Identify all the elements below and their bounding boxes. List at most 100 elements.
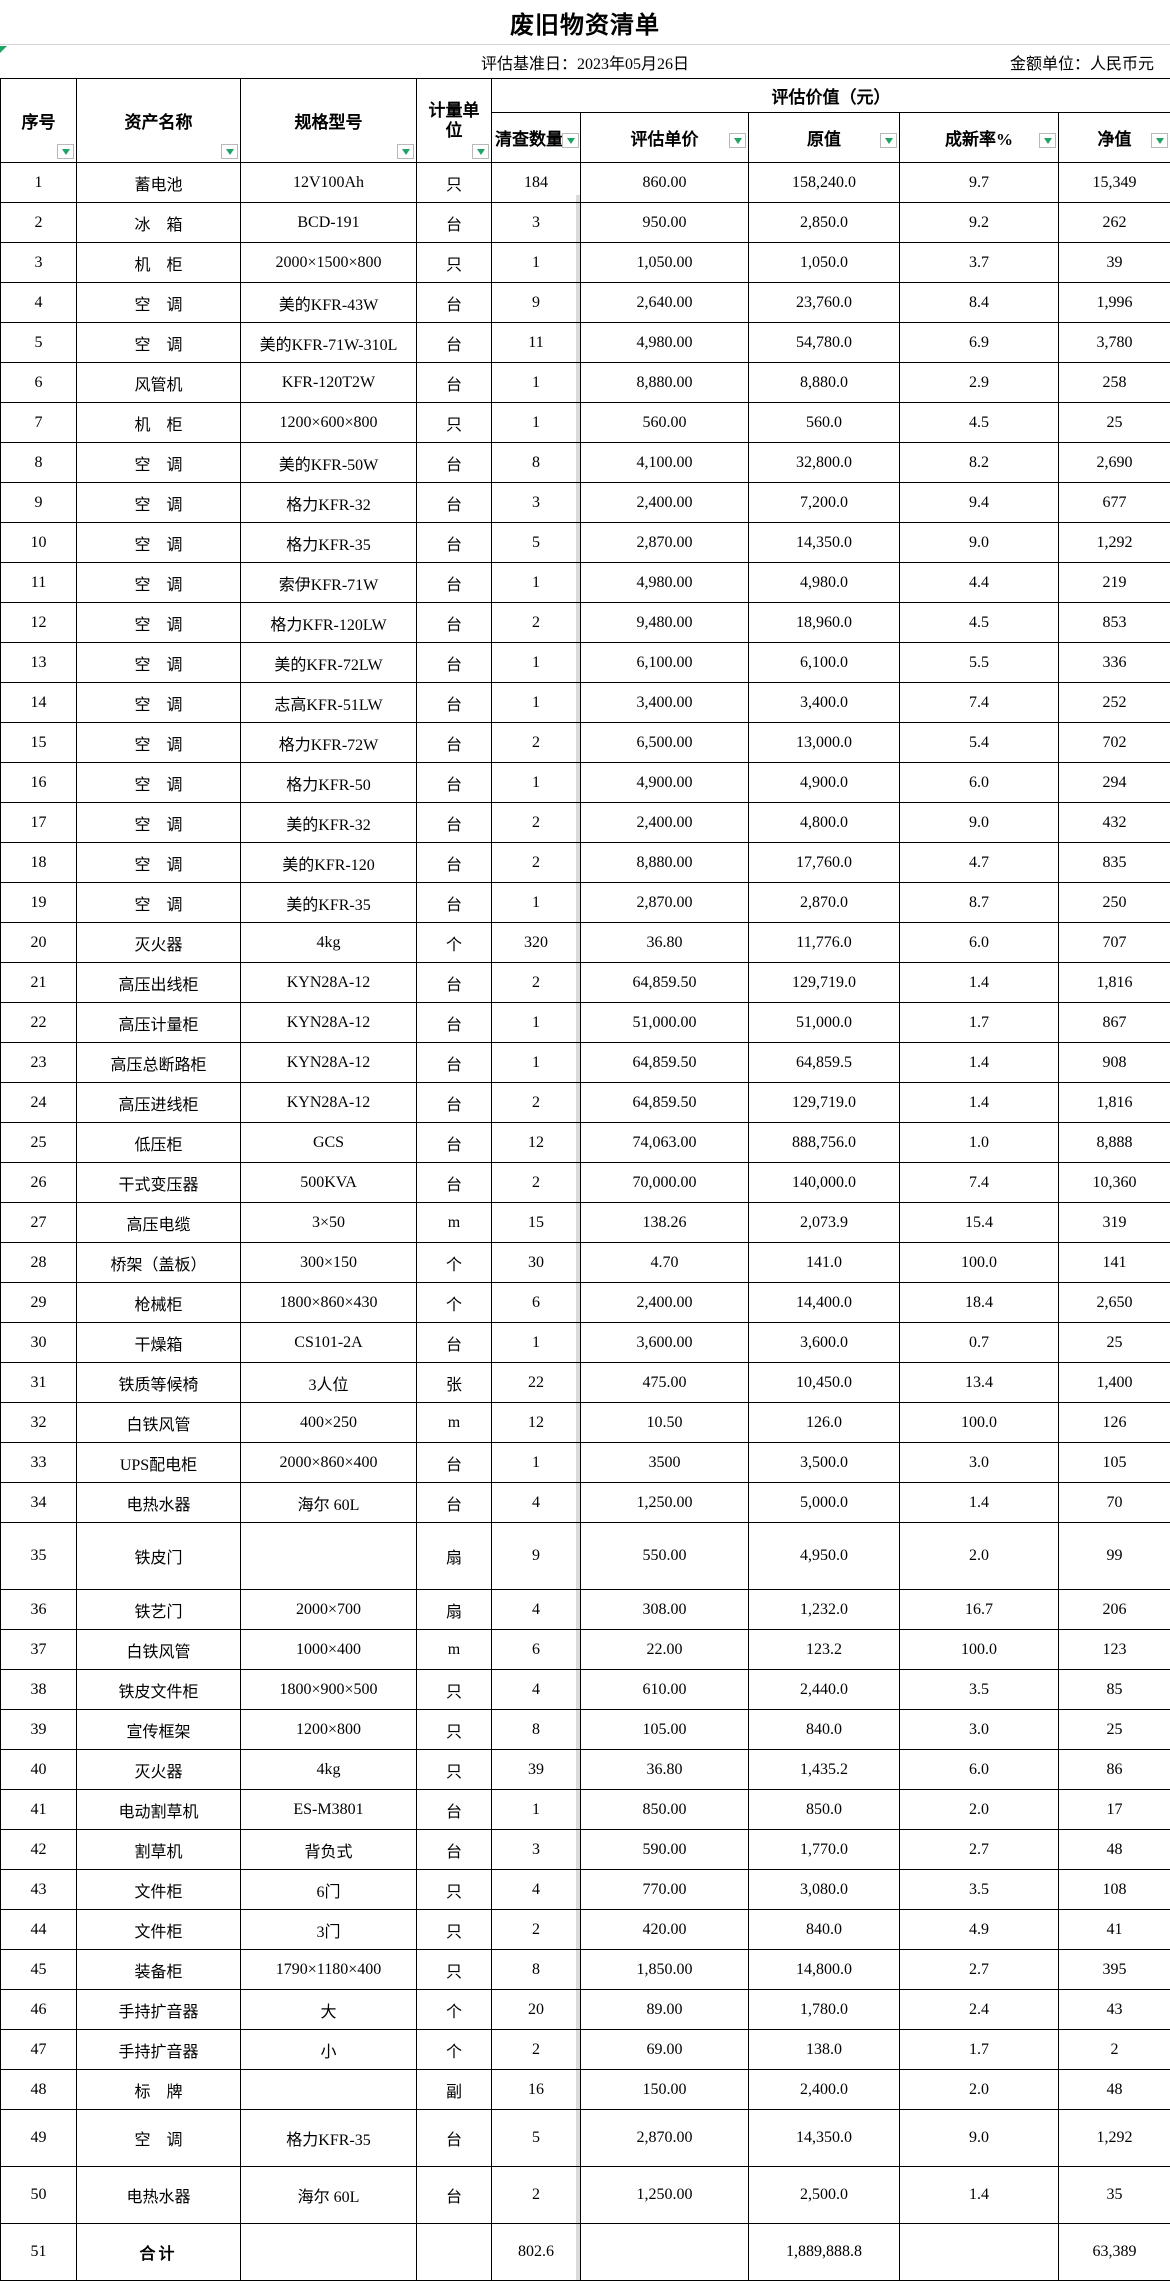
cell-unit[interactable]: 台 bbox=[416, 1042, 492, 1083]
cell-name[interactable]: 蓄电池 bbox=[76, 162, 241, 203]
filter-button-net-value[interactable] bbox=[1151, 133, 1169, 148]
cell-unit-price[interactable]: 550.00 bbox=[580, 1522, 749, 1590]
cell-unit-price[interactable]: 22.00 bbox=[580, 1629, 749, 1670]
cell-unit-price[interactable]: 3,400.00 bbox=[580, 682, 749, 723]
filter-button-spec[interactable] bbox=[397, 144, 414, 159]
cell-orig-value[interactable]: 158,240.0 bbox=[748, 162, 900, 203]
cell-unit[interactable]: 台 bbox=[416, 442, 492, 483]
cell-new-rate[interactable]: 3.5 bbox=[899, 1869, 1059, 1910]
cell-unit[interactable]: 台 bbox=[416, 882, 492, 923]
cell-net-value[interactable]: 108 bbox=[1057, 1869, 1170, 1910]
col-header-new-rate[interactable]: 成新率% bbox=[899, 112, 1059, 163]
cell-orig-value[interactable]: 140,000.0 bbox=[748, 1162, 900, 1203]
cell-spec[interactable]: BCD-191 bbox=[240, 202, 417, 243]
col-header-unit[interactable]: 计量单位 bbox=[416, 78, 492, 163]
cell-unit-price[interactable]: 6,100.00 bbox=[580, 642, 749, 683]
cell-unit[interactable]: 个 bbox=[416, 1989, 492, 2030]
cell-qty[interactable]: 184 bbox=[491, 162, 581, 203]
cell-spec[interactable]: 格力KFR-32 bbox=[240, 482, 417, 523]
cell-qty[interactable]: 3 bbox=[491, 482, 581, 523]
cell-new-rate[interactable]: 5.5 bbox=[899, 642, 1059, 683]
cell-qty[interactable]: 2 bbox=[491, 2166, 581, 2224]
cell-unit-price[interactable]: 770.00 bbox=[580, 1869, 749, 1910]
cell-name[interactable]: 高压电缆 bbox=[76, 1202, 241, 1243]
cell-spec[interactable]: KYN28A-12 bbox=[240, 1002, 417, 1043]
cell-unit[interactable]: m bbox=[416, 1202, 492, 1243]
cell-net-value[interactable]: 17 bbox=[1057, 1789, 1170, 1830]
cell-qty[interactable]: 39 bbox=[491, 1749, 581, 1790]
cell-name[interactable]: 机 柜 bbox=[76, 402, 241, 443]
cell-net-value[interactable]: 15,349 bbox=[1057, 162, 1170, 203]
cell-name[interactable]: 宣传框架 bbox=[76, 1709, 241, 1750]
cell-new-rate[interactable]: 9.0 bbox=[899, 2109, 1059, 2167]
cell-net-value[interactable]: 1,816 bbox=[1057, 1082, 1170, 1123]
cell-spec[interactable]: 美的KFR-32 bbox=[240, 802, 417, 843]
cell-spec[interactable]: 格力KFR-120LW bbox=[240, 602, 417, 643]
cell-new-rate[interactable]: 6.0 bbox=[899, 762, 1059, 803]
cell-new-rate[interactable]: 100.0 bbox=[899, 1242, 1059, 1283]
cell-seq[interactable]: 23 bbox=[0, 1042, 77, 1083]
cell-new-rate[interactable]: 6.9 bbox=[899, 322, 1059, 363]
cell-new-rate[interactable]: 2.9 bbox=[899, 362, 1059, 403]
cell-qty[interactable]: 11 bbox=[491, 322, 581, 363]
cell-name[interactable]: 冰 箱 bbox=[76, 202, 241, 243]
cell-seq[interactable]: 28 bbox=[0, 1242, 77, 1283]
cell-name[interactable]: 空 调 bbox=[76, 602, 241, 643]
cell-qty[interactable]: 2 bbox=[491, 1162, 581, 1203]
cell-seq[interactable]: 40 bbox=[0, 1749, 77, 1790]
cell-orig-value[interactable]: 14,400.0 bbox=[748, 1282, 900, 1323]
cell-orig-value[interactable]: 3,400.0 bbox=[748, 682, 900, 723]
cell-unit-price[interactable]: 1,050.00 bbox=[580, 242, 749, 283]
cell-seq[interactable]: 13 bbox=[0, 642, 77, 683]
cell-qty[interactable]: 1 bbox=[491, 242, 581, 283]
cell-name[interactable]: 灭火器 bbox=[76, 922, 241, 963]
cell-seq[interactable]: 7 bbox=[0, 402, 77, 443]
cell-seq[interactable]: 32 bbox=[0, 1402, 77, 1443]
cell-unit-price[interactable]: 150.00 bbox=[580, 2069, 749, 2110]
cell-seq[interactable]: 21 bbox=[0, 962, 77, 1003]
cell-name[interactable]: 干燥箱 bbox=[76, 1322, 241, 1363]
cell-unit-price[interactable]: 4,980.00 bbox=[580, 562, 749, 603]
cell-new-rate[interactable]: 9.2 bbox=[899, 202, 1059, 243]
cell-net-value[interactable]: 43 bbox=[1057, 1989, 1170, 2030]
cell-spec[interactable]: 背负式 bbox=[240, 1829, 417, 1870]
cell-orig-value[interactable]: 6,100.0 bbox=[748, 642, 900, 683]
cell-qty[interactable]: 12 bbox=[491, 1122, 581, 1163]
cell-name[interactable]: 合计 bbox=[76, 2223, 241, 2281]
cell-unit-price[interactable]: 64,859.50 bbox=[580, 962, 749, 1003]
cell-orig-value[interactable]: 18,960.0 bbox=[748, 602, 900, 643]
cell-net-value[interactable]: 99 bbox=[1057, 1522, 1170, 1590]
cell-unit[interactable]: 只 bbox=[416, 1949, 492, 1990]
cell-unit-price[interactable]: 2,640.00 bbox=[580, 282, 749, 323]
cell-qty[interactable]: 1 bbox=[491, 1042, 581, 1083]
cell-name[interactable]: 高压计量柜 bbox=[76, 1002, 241, 1043]
cell-seq[interactable]: 36 bbox=[0, 1589, 77, 1630]
cell-spec[interactable]: 1200×800 bbox=[240, 1709, 417, 1750]
cell-orig-value[interactable]: 3,600.0 bbox=[748, 1322, 900, 1363]
cell-net-value[interactable]: 219 bbox=[1057, 562, 1170, 603]
cell-unit[interactable]: 个 bbox=[416, 2029, 492, 2070]
cell-new-rate[interactable]: 4.7 bbox=[899, 842, 1059, 883]
cell-new-rate[interactable]: 9.7 bbox=[899, 162, 1059, 203]
cell-unit[interactable]: 台 bbox=[416, 2109, 492, 2167]
cell-orig-value[interactable]: 126.0 bbox=[748, 1402, 900, 1443]
cell-seq[interactable]: 12 bbox=[0, 602, 77, 643]
cell-seq[interactable]: 29 bbox=[0, 1282, 77, 1323]
cell-qty[interactable]: 1 bbox=[491, 1442, 581, 1483]
cell-spec[interactable]: KFR-120T2W bbox=[240, 362, 417, 403]
cell-net-value[interactable]: 835 bbox=[1057, 842, 1170, 883]
cell-orig-value[interactable]: 14,800.0 bbox=[748, 1949, 900, 1990]
cell-spec[interactable]: 12V100Ah bbox=[240, 162, 417, 203]
cell-net-value[interactable]: 206 bbox=[1057, 1589, 1170, 1630]
cell-name[interactable]: 枪械柜 bbox=[76, 1282, 241, 1323]
cell-spec[interactable]: 4kg bbox=[240, 922, 417, 963]
cell-new-rate[interactable]: 1.7 bbox=[899, 2029, 1059, 2070]
filter-button-qty[interactable] bbox=[562, 133, 579, 148]
cell-spec[interactable]: 3门 bbox=[240, 1909, 417, 1950]
cell-seq[interactable]: 10 bbox=[0, 522, 77, 563]
cell-orig-value[interactable]: 129,719.0 bbox=[748, 1082, 900, 1123]
cell-seq[interactable]: 30 bbox=[0, 1322, 77, 1363]
cell-seq[interactable]: 5 bbox=[0, 322, 77, 363]
cell-new-rate[interactable]: 5.4 bbox=[899, 722, 1059, 763]
cell-unit-price[interactable]: 610.00 bbox=[580, 1669, 749, 1710]
